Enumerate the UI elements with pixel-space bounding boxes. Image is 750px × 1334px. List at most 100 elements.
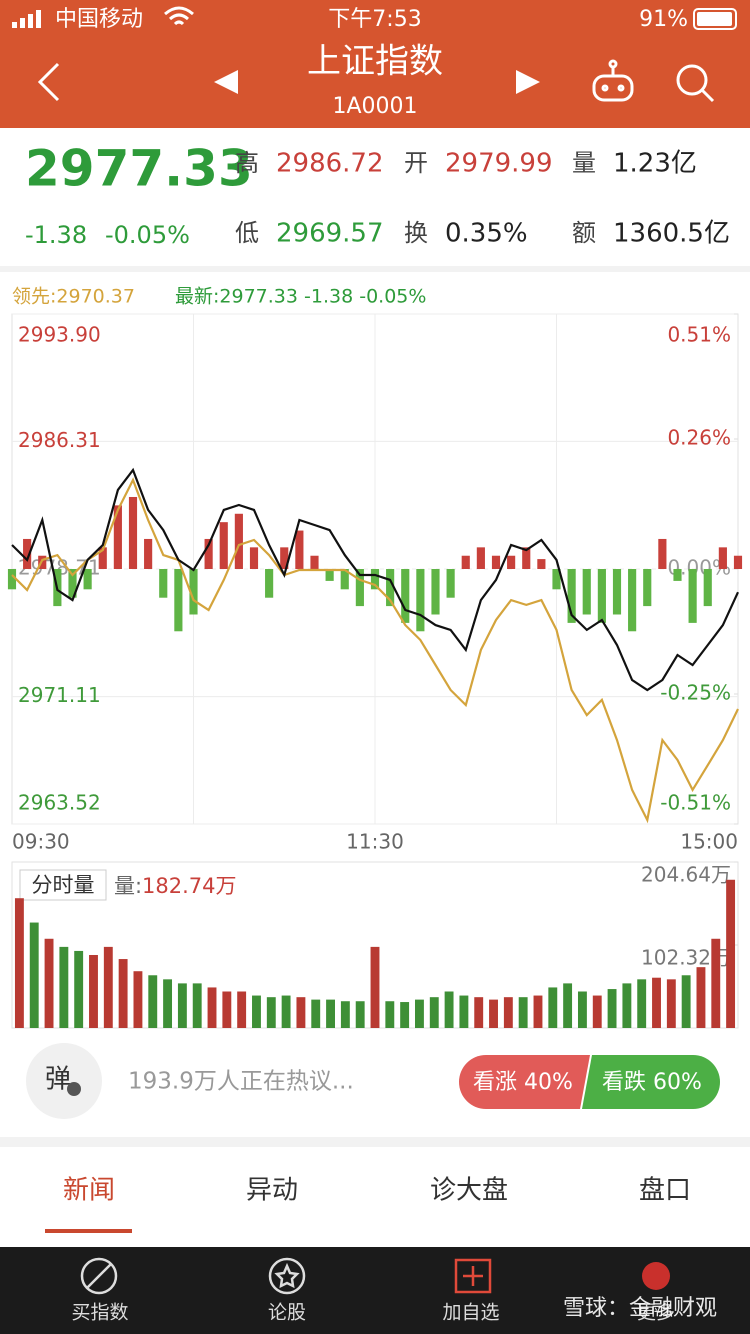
volume-bar <box>652 977 661 1028</box>
volume-bar <box>489 999 498 1028</box>
volume-bar <box>577 991 587 1028</box>
volume-bar <box>666 979 676 1028</box>
price-line <box>11 477 739 824</box>
x-tick-label: 11:30 <box>346 830 404 854</box>
strength-bar <box>340 569 349 590</box>
bear-button[interactable] <box>582 1055 720 1109</box>
legend-entry: 最新:2977.33 -1.38 -0.05% <box>175 286 426 308</box>
volume-bar <box>311 999 321 1028</box>
strength-bar <box>552 569 561 590</box>
volume-bar <box>474 997 484 1028</box>
volume-bar <box>133 971 143 1028</box>
change: -1.38 <box>25 221 87 249</box>
bear-label: 看跌 60% <box>602 1070 702 1095</box>
back-button[interactable] <box>37 62 60 102</box>
stat-label: 高 <box>235 149 259 177</box>
volume-bar <box>415 999 424 1028</box>
strength-bar <box>128 496 138 569</box>
nav-label[interactable]: 论股 <box>268 1302 306 1324</box>
strength-bar <box>718 547 727 569</box>
danmaku-button[interactable] <box>26 1043 102 1119</box>
stat-label: 开 <box>404 149 428 177</box>
strength-bar <box>189 569 198 615</box>
tab[interactable]: 诊大盘 <box>430 1176 508 1206</box>
clock: 下午7:53 <box>328 7 421 32</box>
strength-bar <box>401 569 410 623</box>
stat-value: 2969.57 <box>276 219 384 249</box>
strength-bar <box>113 505 122 569</box>
next-button[interactable] <box>516 70 540 94</box>
stat-label: 额 <box>572 219 596 247</box>
volume-bar <box>44 938 54 1028</box>
y2-tick-label: -0.25% <box>660 681 731 705</box>
y-tick-label: 2986.31 <box>18 428 101 452</box>
tab[interactable]: 新闻 <box>63 1176 115 1206</box>
y2-tick-label: 0.51% <box>667 323 731 347</box>
stat-value: 2986.72 <box>276 149 384 179</box>
volume-bar <box>266 997 276 1028</box>
battery-fill <box>697 12 732 26</box>
volume-bar <box>503 997 513 1028</box>
strength-bar <box>219 522 228 569</box>
stat-value: 0.35% <box>445 219 528 249</box>
strength-bar <box>643 569 652 607</box>
volume-bar <box>252 995 261 1028</box>
nav-label[interactable]: 加自选 <box>442 1302 499 1324</box>
nav-icon <box>80 1257 492 1295</box>
volume-bar <box>326 999 335 1028</box>
volume-bar <box>59 946 69 1028</box>
strength-bar <box>355 569 364 607</box>
tab[interactable]: 盘口 <box>639 1176 691 1206</box>
strength-bar <box>98 547 107 569</box>
volume-bar <box>385 1001 395 1028</box>
y-tick-label: 2971.11 <box>18 683 101 707</box>
volume-bar <box>592 995 602 1028</box>
tab-indicator <box>45 1229 132 1233</box>
tab[interactable]: 异动 <box>246 1176 298 1206</box>
bottom-nav-bg <box>0 1247 750 1334</box>
strength-bar <box>476 547 485 569</box>
carrier: 中国移动 <box>55 7 143 32</box>
price-line <box>11 467 739 692</box>
volume-bar <box>192 983 202 1028</box>
volume-bar <box>74 950 84 1028</box>
volume-title: 分时量 <box>32 873 95 897</box>
volume-bar <box>237 991 247 1028</box>
volume-current-value: 182.74万 <box>142 874 236 898</box>
legend-entry: 领先:2970.37 <box>12 286 135 308</box>
stat-label: 低 <box>235 219 259 247</box>
nav-label[interactable]: 买指数 <box>71 1302 128 1324</box>
strength-bar <box>265 569 274 598</box>
danmaku-dot <box>67 1082 81 1096</box>
volume-bar <box>444 991 454 1028</box>
volume-bar <box>681 975 691 1028</box>
strength-bar <box>159 569 168 598</box>
prev-button[interactable] <box>214 70 238 94</box>
strength-bar <box>628 569 637 632</box>
volume-bar <box>355 1001 365 1028</box>
strength-bar <box>386 569 395 607</box>
header-bg <box>0 0 750 128</box>
strength-bar <box>703 569 712 607</box>
battery-icon <box>693 8 737 30</box>
volume-bar <box>459 995 469 1028</box>
volume-bar <box>622 983 632 1028</box>
bull-button[interactable] <box>459 1055 590 1109</box>
strength-bar <box>522 547 531 569</box>
bull-label: 看涨 40% <box>473 1070 573 1095</box>
strength-bar <box>174 569 183 632</box>
strength-bar <box>144 538 153 569</box>
volume-bar <box>207 987 217 1028</box>
stat-value: 1.23亿 <box>613 149 697 179</box>
nav-icon <box>642 1262 670 1290</box>
strength-bar <box>416 569 425 632</box>
nav-label[interactable]: 更多 <box>637 1302 675 1324</box>
volume-bar <box>533 995 543 1028</box>
strength-bar <box>310 555 319 569</box>
divider <box>0 1137 750 1147</box>
stat-label: 换 <box>404 219 428 247</box>
robot-button[interactable] <box>592 59 634 102</box>
volume-bar <box>400 1002 410 1028</box>
search-button[interactable] <box>676 64 715 103</box>
